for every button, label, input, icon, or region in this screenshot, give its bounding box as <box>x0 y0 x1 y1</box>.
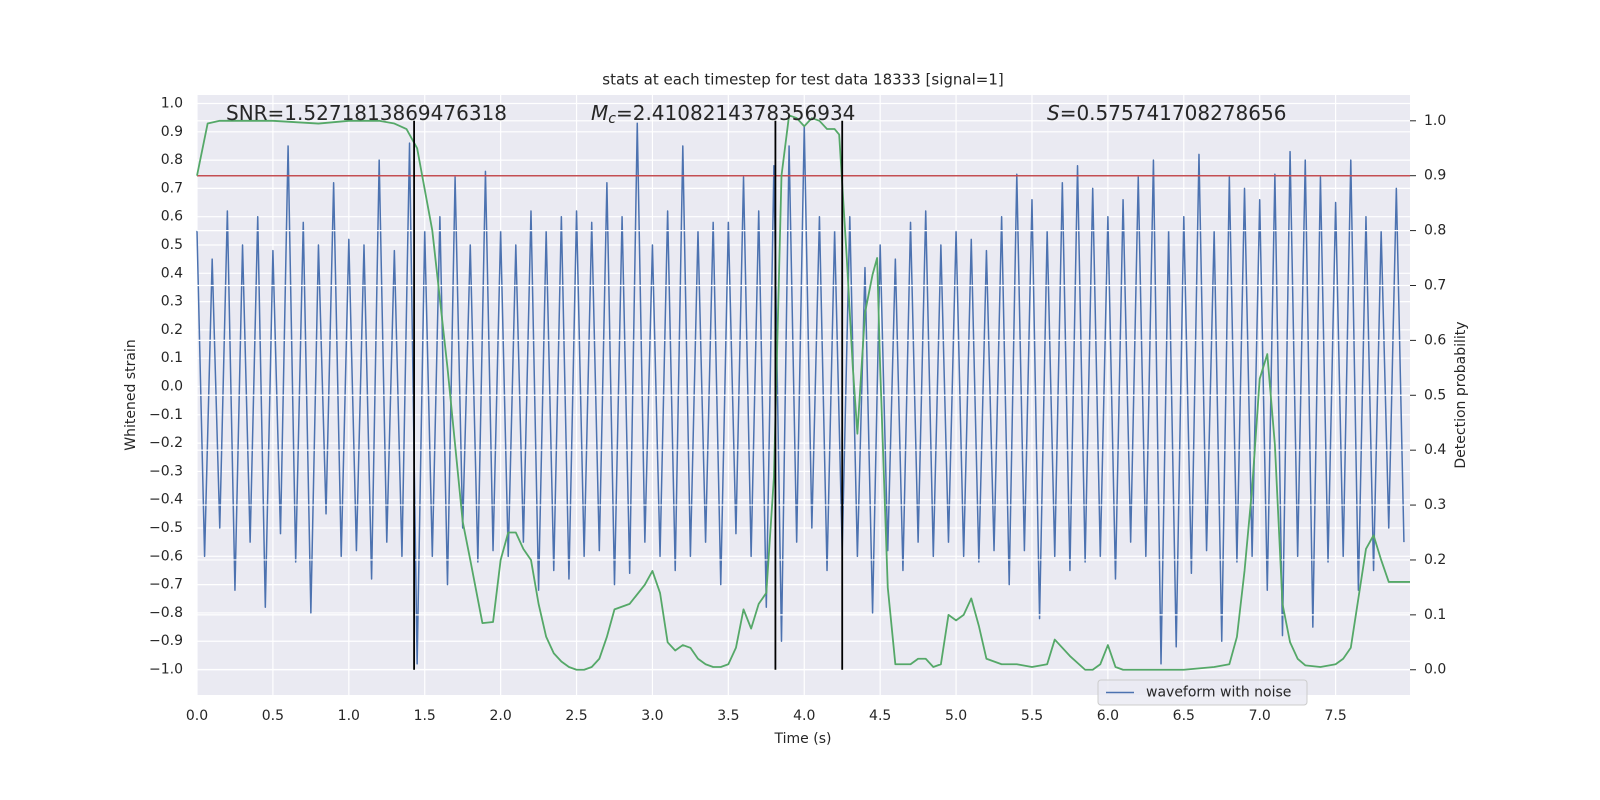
y2-tick-label: 0.1 <box>1424 607 1446 623</box>
y-tick-label: −0.1 <box>149 407 183 423</box>
y2-tick-label: 0.8 <box>1424 223 1446 239</box>
y-tick-label: 0.7 <box>161 180 183 196</box>
y2-axis-label: Detection probability <box>1453 321 1469 468</box>
x-tick-label: 2.0 <box>489 708 511 724</box>
y-tick-label: −0.3 <box>149 463 183 479</box>
x-tick-label: 6.0 <box>1097 708 1119 724</box>
x-tick-label: 0.5 <box>262 708 284 724</box>
y-tick-label: 0.8 <box>161 152 183 168</box>
y2-tick-label: 0.2 <box>1424 552 1446 568</box>
annotation-text: =0.575741708278656 <box>1060 101 1287 125</box>
y2-tick-label: 1.0 <box>1424 113 1446 129</box>
annotation-symbol: M <box>591 101 608 125</box>
annotation-subscript: c <box>608 111 616 127</box>
chart-title: stats at each timestep for test data 183… <box>602 71 1003 89</box>
x-tick-label: 1.0 <box>338 708 360 724</box>
y-tick-label: 0.0 <box>161 379 183 395</box>
x-tick-label: 2.5 <box>565 708 587 724</box>
x-tick-label: 4.5 <box>869 708 891 724</box>
x-tick-label: 7.0 <box>1249 708 1271 724</box>
y-tick-label: −0.2 <box>149 435 183 451</box>
series-line <box>196 122 1405 665</box>
y-tick-label: 0.1 <box>161 350 183 366</box>
x-tick-label: 5.0 <box>945 708 967 724</box>
y-tick-label: 1.0 <box>161 95 183 111</box>
x-tick-label: 5.5 <box>1021 708 1043 724</box>
y-tick-label: −0.9 <box>149 633 183 649</box>
y-tick-label: −1.0 <box>149 662 183 678</box>
legend-label: waveform with noise <box>1146 685 1291 701</box>
y-tick-label: 0.5 <box>161 237 183 253</box>
legend-box <box>1097 679 1308 706</box>
x-tick-label: 3.5 <box>717 708 739 724</box>
y-tick-label: −0.5 <box>149 520 183 536</box>
y2-tick-label: 0.0 <box>1424 662 1446 678</box>
y-tick-label: −0.7 <box>149 577 183 593</box>
x-tick-label: 7.5 <box>1324 708 1346 724</box>
annotation-text: SNR=1.5271813869476318 <box>226 101 507 125</box>
x-tick-label: 6.5 <box>1173 708 1195 724</box>
y-tick-label: −0.6 <box>149 548 183 564</box>
x-tick-label: 3.0 <box>641 708 663 724</box>
annotation-symbol: S <box>1047 101 1060 125</box>
y-tick-label: 0.2 <box>161 322 183 338</box>
y2-tick-label: 0.7 <box>1424 277 1446 293</box>
y-tick-label: 0.9 <box>161 124 183 140</box>
annotation-text: =2.4108214378356934 <box>616 101 855 125</box>
y-tick-label: 0.4 <box>161 265 183 281</box>
annotation: S=0.575741708278656 <box>1047 101 1286 125</box>
y2-tick-label: 0.9 <box>1424 168 1446 184</box>
x-axis-label: Time (s) <box>774 731 832 747</box>
annotation: Mc=2.4108214378356934 <box>591 101 855 128</box>
series-line <box>196 114 1410 671</box>
annotation: SNR=1.5271813869476318 <box>226 101 507 125</box>
x-tick-label: 1.5 <box>414 708 436 724</box>
x-tick-label: 0.0 <box>186 708 208 724</box>
y-tick-label: 0.6 <box>161 209 183 225</box>
y2-tick-label: 0.5 <box>1424 387 1446 403</box>
y-tick-label: −0.8 <box>149 605 183 621</box>
y2-tick-label: 0.6 <box>1424 332 1446 348</box>
y-axis-label: Whitened strain <box>123 339 139 450</box>
y-tick-label: −0.4 <box>149 492 183 508</box>
x-tick-label: 4.0 <box>793 708 815 724</box>
y-tick-label: 0.3 <box>161 294 183 310</box>
y2-tick-label: 0.3 <box>1424 497 1446 513</box>
y2-tick-label: 0.4 <box>1424 442 1446 458</box>
